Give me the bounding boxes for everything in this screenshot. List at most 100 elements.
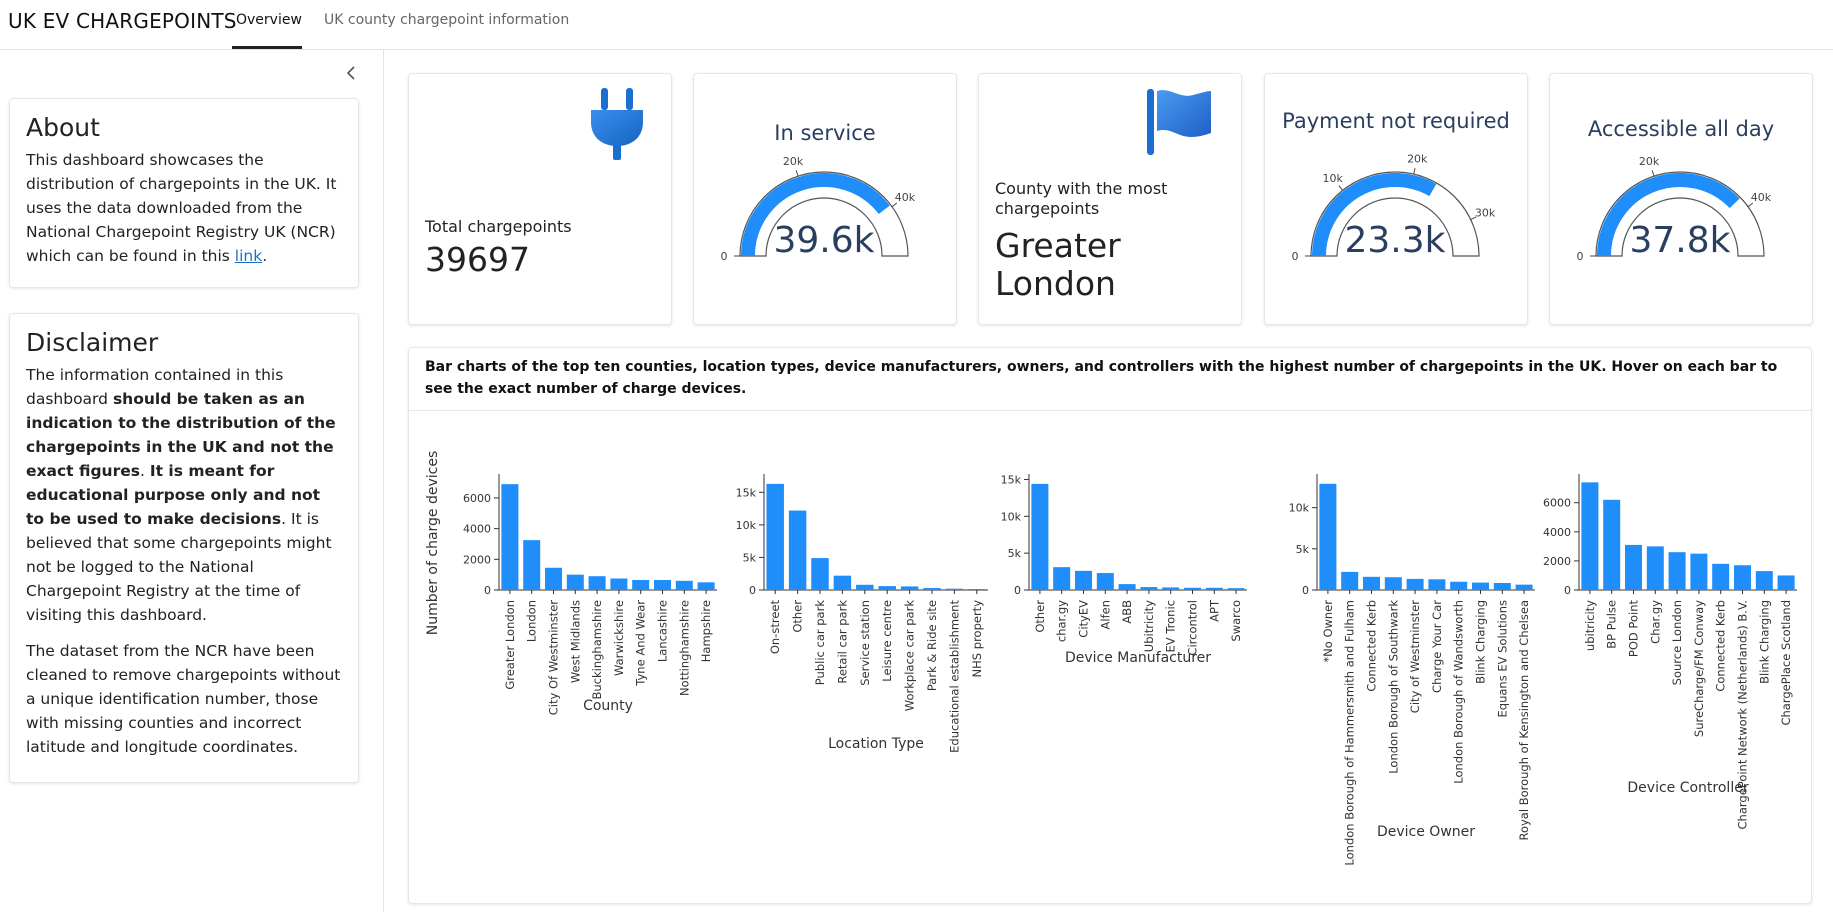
x-tick-label: London Borough of Hammersmith and Fulham xyxy=(1343,600,1357,866)
x-tick-label: London Borough of Southwark xyxy=(1386,600,1400,774)
gauge-value-bar xyxy=(741,173,890,257)
x-tick-label: Char.gy xyxy=(1648,600,1662,644)
active-tab-indicator xyxy=(232,46,302,49)
bar[interactable] xyxy=(1777,575,1795,590)
x-tick-label: Nottinghamshire xyxy=(677,600,691,696)
bar[interactable] xyxy=(1581,482,1599,590)
bar[interactable] xyxy=(588,576,606,590)
bar[interactable] xyxy=(1733,565,1752,590)
bar[interactable] xyxy=(1118,584,1136,590)
bar[interactable] xyxy=(675,580,693,590)
bar-chart-1: 0 5k 10k 15k On-street Other Public car park Re… xyxy=(736,474,988,753)
bar[interactable] xyxy=(878,586,896,590)
bar[interactable] xyxy=(653,580,672,590)
bar[interactable] xyxy=(833,575,852,590)
bar[interactable] xyxy=(1690,553,1708,590)
gauge-tick xyxy=(1338,185,1344,191)
bar[interactable] xyxy=(1183,587,1202,590)
x-tick-label: Leisure centre xyxy=(880,600,894,682)
bar[interactable] xyxy=(945,588,964,590)
x-tick-label: Other xyxy=(791,600,805,633)
bar[interactable] xyxy=(544,567,563,590)
x-tick-label: Buckinghamshire xyxy=(590,600,604,700)
app-brand: UK EV CHARGEPOINTS xyxy=(8,9,237,33)
gauge-tick-label: 30k xyxy=(1475,207,1496,220)
bar[interactable] xyxy=(1341,571,1359,590)
bar[interactable] xyxy=(1227,588,1245,590)
x-tick-label: Park & Ride site xyxy=(925,600,939,691)
disclaimer-paragraph-2: The dataset from the NCR have been clean… xyxy=(26,642,341,756)
bar[interactable] xyxy=(1755,571,1773,590)
bar[interactable] xyxy=(923,588,941,590)
gauge-tick-label: 0 xyxy=(1577,250,1584,263)
bar[interactable] xyxy=(1384,577,1402,590)
y-tick-label: 15k xyxy=(1001,473,1022,486)
bar[interactable] xyxy=(1428,579,1446,590)
bar[interactable] xyxy=(1162,587,1180,590)
bar[interactable] xyxy=(1406,578,1424,590)
x-tick-label: APT xyxy=(1207,599,1221,622)
bar[interactable] xyxy=(1493,583,1511,590)
x-tick-label: Lancashire xyxy=(656,600,670,662)
bar[interactable] xyxy=(1140,587,1158,590)
bar[interactable] xyxy=(1096,573,1114,590)
bar[interactable] xyxy=(788,510,807,590)
chevron-left-icon[interactable] xyxy=(343,64,361,82)
bar[interactable] xyxy=(1668,552,1686,590)
tab-overview[interactable]: Overview xyxy=(236,12,302,28)
bar[interactable] xyxy=(1471,582,1490,590)
x-tick-label: Alfen xyxy=(1098,600,1112,629)
bar[interactable] xyxy=(566,574,584,590)
x-tick-label: EV Tronic xyxy=(1164,600,1178,652)
bar[interactable] xyxy=(900,586,919,590)
bar[interactable] xyxy=(1624,544,1643,590)
bar[interactable] xyxy=(811,558,829,590)
y-tick-label: 10k xyxy=(736,519,757,532)
bar[interactable] xyxy=(1603,499,1621,590)
bar[interactable] xyxy=(968,589,986,590)
bar[interactable] xyxy=(1205,587,1223,590)
bar[interactable] xyxy=(856,584,874,590)
x-tick-label: Blink Charging xyxy=(1757,600,1771,684)
bar[interactable] xyxy=(766,483,784,590)
bar[interactable] xyxy=(1712,563,1730,590)
x-tick-label: Ubitricity xyxy=(1142,600,1156,652)
accessible-all-day-gauge: 0 20k 40k 37.8k xyxy=(1577,155,1772,263)
gauge-value: 37.8k xyxy=(1629,220,1730,261)
about-card: About This dashboard showcases the distr… xyxy=(9,98,359,288)
x-axis-title: County xyxy=(583,698,633,714)
in-service-card: In service 0 20k 40k 39.6k xyxy=(693,73,957,325)
bar[interactable] xyxy=(1319,483,1337,590)
x-tick-label: Retail car park xyxy=(835,600,849,684)
x-tick-label: West Midlands xyxy=(568,600,582,683)
x-tick-label: Circontrol xyxy=(1186,600,1200,656)
bar[interactable] xyxy=(632,580,650,590)
tab-county-info[interactable]: UK county chargepoint information xyxy=(324,12,570,28)
bar[interactable] xyxy=(523,540,541,590)
ncr-link[interactable]: link xyxy=(234,247,263,265)
bar[interactable] xyxy=(1074,570,1093,590)
x-axis-title: Device Manufacturer xyxy=(1065,650,1211,666)
bar[interactable] xyxy=(1031,483,1049,590)
gauge-value-bar xyxy=(1312,173,1437,257)
y-tick-label: 5k xyxy=(1008,547,1022,560)
bar[interactable] xyxy=(1053,567,1071,590)
bar[interactable] xyxy=(1362,576,1381,590)
gauge-value: 23.3k xyxy=(1344,220,1445,261)
x-tick-label: City Of Westminster xyxy=(547,600,561,715)
gauge-tick xyxy=(891,202,898,208)
disclaimer-paragraph-1: The information contained in this dashbo… xyxy=(26,366,336,624)
bar[interactable] xyxy=(1515,584,1533,590)
y-tick-label: 10k xyxy=(1289,502,1310,515)
gauge-tick xyxy=(1470,216,1477,221)
bar[interactable] xyxy=(1450,581,1468,590)
x-axis-title: Location Type xyxy=(828,736,924,752)
bar-charts-svg: 0 2000 4000 6000 Greater London London City Of… xyxy=(425,451,1797,866)
bar[interactable] xyxy=(610,578,628,590)
bar-charts-divider xyxy=(409,410,1811,411)
bar[interactable] xyxy=(501,484,519,590)
bar[interactable] xyxy=(1646,546,1664,590)
x-tick-label: ABB xyxy=(1120,600,1134,624)
bar[interactable] xyxy=(697,582,715,590)
bar-chart-4: 0 2000 4000 6000 ubitricity BP Pulse POD Point… xyxy=(1543,474,1797,829)
